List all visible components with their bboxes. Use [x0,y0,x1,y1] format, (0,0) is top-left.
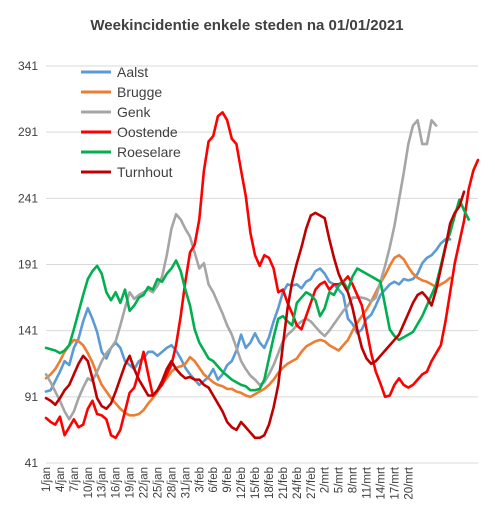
x-tick-label: 24/feb [292,467,304,499]
x-tick-label: 17/mrt [389,466,401,499]
y-tick-label: 141 [18,324,38,338]
x-tick-label: 14/mrt [375,466,387,499]
x-tick-label: 31/jan [180,467,192,498]
x-tick-label: 21/feb [278,467,290,499]
x-tick-label: 12/feb [236,467,248,499]
x-tick-label: 11/mrt [362,466,374,499]
legend-label-oostende: Oostende [117,124,178,140]
y-tick-label: 191 [18,258,38,272]
y-tick-label: 291 [18,125,38,139]
x-tick-label: 4/jan [55,467,67,492]
x-tick-label: 15/feb [250,467,262,499]
series-line-oostende [44,111,480,440]
x-tick-label: 6/feb [208,467,220,493]
series-line-turnhout [44,190,466,440]
legend-label-aalst: Aalst [117,64,148,80]
x-tick-label: 19/jan [125,467,137,498]
x-tick-label: 10/jan [83,467,95,498]
x-tick-label: 9/feb [222,467,234,493]
x-tick-label: 2/mrt [320,466,332,493]
legend: Aalst Brugge Genk Oostende Roeselare Turnhout [81,64,181,180]
legend-label-roeselare: Roeselare [117,144,181,160]
y-axis-ticks: 41 91 141 191 241 291 341 [18,59,38,470]
x-tick-label: 7/jan [69,467,81,492]
x-tick-label: 16/jan [111,467,123,498]
x-tick-label: 22/jan [139,467,151,498]
y-tick-label: 241 [18,191,38,205]
legend-label-brugge: Brugge [117,84,162,100]
series-line-roeselare [44,198,471,392]
x-tick-label: 3/feb [194,467,206,493]
legend-label-genk: Genk [117,104,151,120]
x-tick-label: 18/feb [264,467,276,499]
legend-label-turnhout: Turnhout [117,164,173,180]
x-tick-label: 13/jan [97,467,109,498]
x-tick-label: 20/mrt [403,466,415,499]
x-tick-label: 5/mrt [334,466,346,493]
x-tick-label: 8/mrt [348,466,360,493]
chart-title: Weekincidentie enkele steden na 01/01/20… [90,17,403,34]
series-lines [44,111,480,440]
y-tick-label: 41 [25,456,39,470]
x-axis-ticks: 1/jan 4/jan 7/jan 10/jan 13/jan 16/jan 19/jan 2… [41,466,415,499]
x-tick-label: 27/feb [306,467,318,499]
series-line-genk [44,118,438,421]
y-tick-label: 341 [18,59,38,73]
x-tick-label: 1/jan [41,467,53,492]
y-tick-label: 91 [25,390,39,404]
x-tick-label: 25/jan [152,467,164,498]
x-tick-label: 28/jan [166,467,178,498]
